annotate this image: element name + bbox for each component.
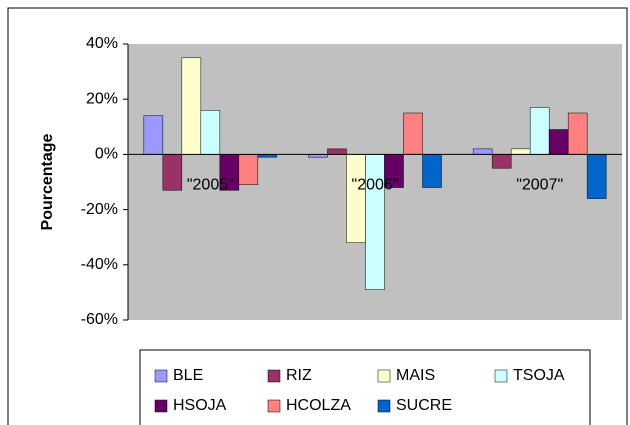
bar — [586, 154, 607, 199]
bar — [529, 107, 550, 155]
bar — [238, 154, 259, 186]
bar — [491, 154, 512, 169]
legend-label: HSOJA — [173, 397, 227, 414]
bar — [143, 115, 164, 155]
y-axis-label: Pourcentage — [39, 133, 56, 230]
bar — [200, 109, 221, 155]
legend-label: HCOLZA — [286, 397, 351, 414]
y-tick-label: -40% — [81, 256, 118, 273]
bar — [567, 112, 588, 155]
bar — [548, 129, 569, 155]
legend-label: RIZ — [286, 367, 312, 384]
legend-label: TSOJA — [513, 367, 565, 384]
legend-swatch — [154, 369, 168, 383]
y-tick-label: 20% — [86, 90, 118, 107]
y-tick-label: -60% — [81, 311, 118, 328]
bar — [472, 148, 493, 155]
x-tick-label: "2005" — [187, 177, 234, 194]
y-tick-label: 0% — [95, 146, 118, 163]
bar — [162, 154, 183, 191]
legend-swatch — [267, 399, 281, 413]
y-tick-label: 40% — [86, 35, 118, 52]
legend-swatch — [267, 369, 281, 383]
bar — [346, 154, 366, 243]
legend-swatch — [494, 369, 508, 383]
legend-label: MAIS — [396, 367, 435, 384]
legend-swatch — [377, 369, 391, 383]
legend-box — [139, 349, 591, 425]
bar — [403, 112, 423, 155]
bar — [327, 148, 347, 155]
bar — [510, 148, 531, 155]
legend-label: BLE — [173, 367, 203, 384]
x-tick-label: "2007" — [516, 177, 563, 194]
legend-swatch — [154, 399, 168, 413]
legend-label: SUCRE — [396, 397, 452, 414]
x-tick-label: "2006" — [352, 177, 399, 194]
bar — [365, 154, 385, 290]
bar — [422, 154, 442, 188]
legend-swatch — [377, 399, 391, 413]
bar — [181, 57, 202, 155]
y-tick-label: -20% — [81, 201, 118, 218]
